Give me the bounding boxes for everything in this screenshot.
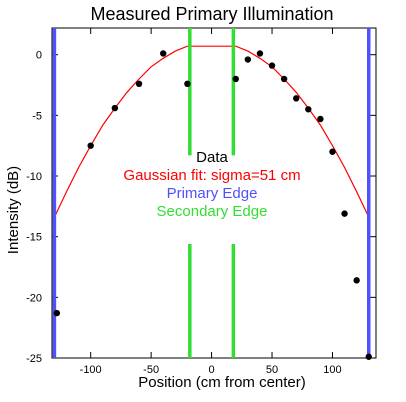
data-point xyxy=(353,277,360,284)
legend-entry: Data xyxy=(196,149,228,166)
x-tick-label: 0 xyxy=(209,364,215,376)
data-point xyxy=(317,115,324,123)
data-point xyxy=(87,142,94,149)
ticks: -100 -50 0 50 100 0 -5 -10 -15 -20 -25 xyxy=(26,28,376,376)
gaussian-fit-curve xyxy=(52,45,371,220)
data-point xyxy=(256,50,264,57)
y-tick-label: -15 xyxy=(26,232,42,244)
x-tick-label: -50 xyxy=(143,364,159,376)
lines xyxy=(52,28,371,358)
data-point xyxy=(341,210,348,217)
chart-title: Measured Primary Illumination xyxy=(90,4,333,24)
x-tick-label: -100 xyxy=(80,364,102,376)
legend-entry: Secondary Edge xyxy=(157,203,268,220)
data-point xyxy=(244,56,252,63)
y-tick-label: -25 xyxy=(26,353,42,365)
data-point xyxy=(135,80,143,88)
data-point xyxy=(329,148,336,155)
x-axis-label: Position (cm from center) xyxy=(138,374,306,391)
y-tick-label: -20 xyxy=(26,292,42,304)
data-points xyxy=(53,50,372,360)
data-point xyxy=(184,80,191,88)
data-point xyxy=(305,106,312,113)
data-point xyxy=(53,309,61,317)
legend-entry: Primary Edge xyxy=(167,185,258,202)
x-tick-label: 50 xyxy=(266,364,278,376)
plot-frame xyxy=(51,27,377,359)
data-point xyxy=(293,95,300,102)
data-point xyxy=(160,50,167,57)
data-point xyxy=(232,75,239,83)
y-tick-label: -5 xyxy=(32,110,42,122)
x-tick-label: 100 xyxy=(323,364,341,376)
data-point xyxy=(280,75,288,83)
y-tick-label: 0 xyxy=(36,50,42,62)
data-point xyxy=(365,353,372,360)
data-point xyxy=(268,62,276,69)
legend-entry: Gaussian fit: sigma=51 cm xyxy=(123,167,300,184)
data-point xyxy=(111,104,119,112)
plot-area: -100 -50 0 50 100 0 -5 -10 -15 -20 -25 xyxy=(26,27,377,376)
y-axis-label: Intensity (dB) xyxy=(5,166,22,254)
y-tick-label: -10 xyxy=(26,171,42,183)
